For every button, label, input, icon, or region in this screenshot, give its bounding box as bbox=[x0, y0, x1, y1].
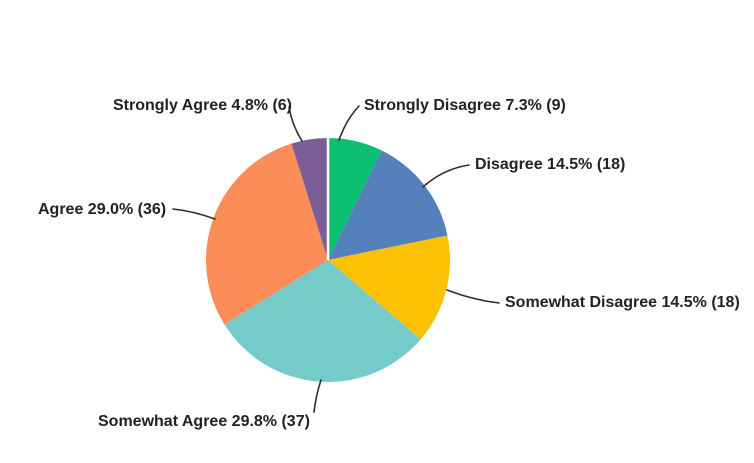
slice-label-somewhat-disagree: Somewhat Disagree 14.5% (18) bbox=[505, 294, 740, 311]
leader-line-somewhat-disagree bbox=[446, 289, 500, 304]
slice-label-strongly-agree: Strongly Agree 4.8% (6) bbox=[113, 97, 293, 114]
pie-slice-somewhat-disagree[interactable] bbox=[328, 235, 450, 340]
leader-line-somewhat-agree bbox=[313, 379, 322, 413]
leader-line-disagree bbox=[422, 164, 470, 188]
slice-label-somewhat-agree: Somewhat Agree 29.8% (37) bbox=[98, 413, 310, 430]
pie-slice-strongly-agree[interactable] bbox=[291, 138, 328, 260]
pie-slices-group bbox=[206, 138, 450, 382]
pie-slice-strongly-disagree[interactable] bbox=[328, 138, 382, 260]
slice-label-strongly-disagree: Strongly Disagree 7.3% (9) bbox=[364, 97, 566, 114]
slice-label-agree: Agree 29.0% (36) bbox=[38, 201, 167, 218]
leader-line-strongly-agree bbox=[288, 106, 303, 142]
pie-slice-agree[interactable] bbox=[206, 143, 328, 325]
slice-label-disagree: Disagree 14.5% (18) bbox=[475, 156, 626, 173]
pie-slice-disagree[interactable] bbox=[328, 150, 448, 260]
pie-slice-somewhat-agree[interactable] bbox=[224, 260, 421, 382]
leader-line-agree bbox=[172, 208, 216, 220]
leader-line-strongly-disagree bbox=[338, 105, 360, 141]
